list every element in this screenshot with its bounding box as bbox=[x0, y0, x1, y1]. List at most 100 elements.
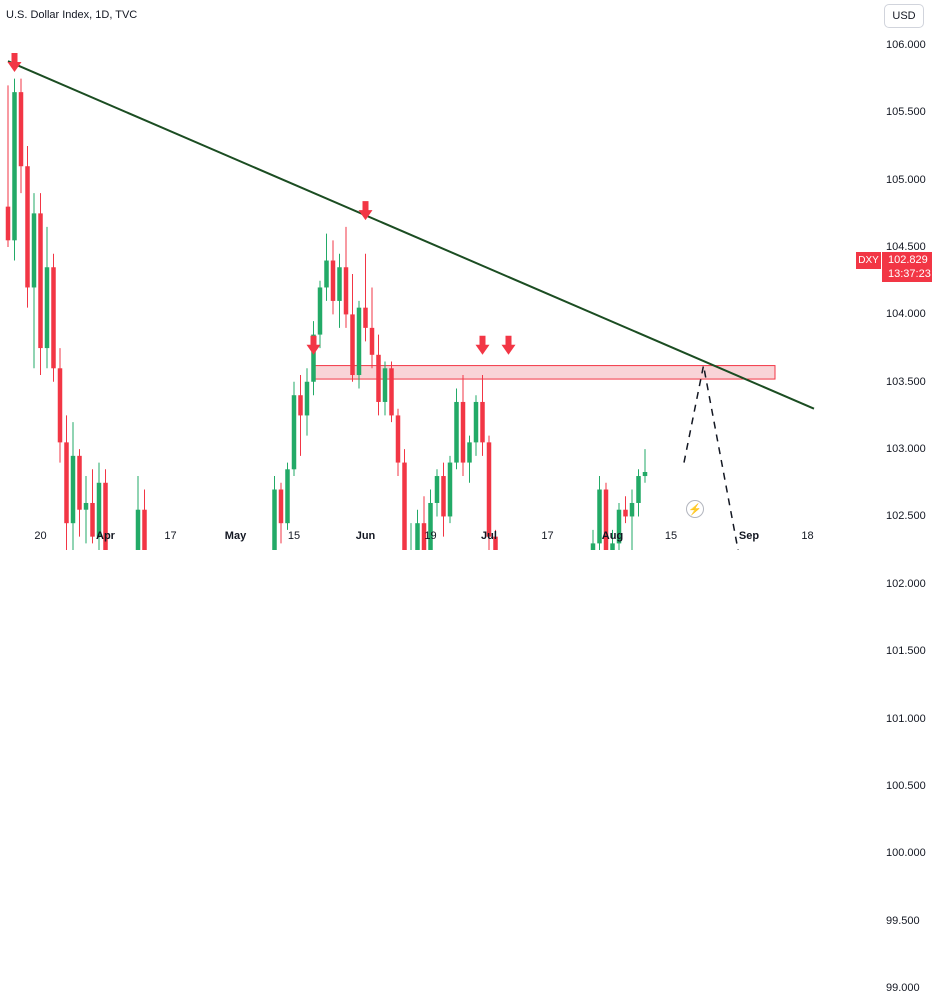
trendline bbox=[7, 60, 815, 410]
candle-body bbox=[18, 92, 24, 167]
price-tick-label: 104.000 bbox=[886, 308, 926, 321]
candle-body bbox=[83, 502, 89, 510]
candle-body bbox=[298, 395, 303, 416]
price-tick-label: 105.500 bbox=[886, 106, 926, 119]
time-tick-label: Apr bbox=[96, 530, 115, 542]
candle-body bbox=[142, 509, 147, 550]
candle-body bbox=[636, 476, 641, 503]
candle-body bbox=[38, 213, 43, 349]
candle-body bbox=[304, 381, 310, 416]
time-tick-label: 20 bbox=[34, 530, 47, 542]
price-tick-label: 101.000 bbox=[886, 712, 926, 725]
candle-body bbox=[363, 307, 368, 328]
candle-body bbox=[317, 287, 323, 335]
candle-body bbox=[278, 489, 284, 524]
price-tick-label: 103.500 bbox=[886, 375, 926, 388]
lightning-icon[interactable]: ⚡ bbox=[686, 500, 704, 518]
candle-body bbox=[493, 536, 498, 550]
candle-body bbox=[135, 509, 141, 550]
candle-body bbox=[447, 462, 453, 517]
price-tick-label: 102.000 bbox=[886, 577, 926, 590]
candle-body bbox=[428, 502, 433, 550]
candle-body bbox=[285, 469, 290, 524]
price-tick-label: 106.000 bbox=[886, 39, 926, 51]
candle-body bbox=[441, 476, 446, 517]
candle-body bbox=[343, 267, 349, 315]
current-price: 102.829 bbox=[888, 254, 928, 266]
candle-body bbox=[389, 368, 394, 416]
candle-body bbox=[77, 455, 82, 510]
candle-body bbox=[460, 401, 466, 463]
candle-body bbox=[402, 462, 407, 550]
time-tick-label: 18 bbox=[801, 530, 814, 542]
candle-body bbox=[324, 260, 329, 288]
candle-body bbox=[616, 509, 622, 544]
currency-button[interactable]: USD bbox=[884, 4, 924, 28]
candle-body bbox=[356, 307, 362, 376]
down-arrow-marker bbox=[358, 201, 373, 221]
down-arrow-marker bbox=[475, 335, 490, 355]
price-tick-label: 99.000 bbox=[886, 981, 920, 994]
candle-body bbox=[25, 166, 30, 288]
candle-body bbox=[642, 471, 648, 477]
time-tick-label: May bbox=[224, 530, 247, 542]
candle-body bbox=[70, 455, 76, 524]
time-tick-label: 17 bbox=[164, 530, 177, 542]
candle-body bbox=[629, 502, 635, 517]
time-tick-label: Sep bbox=[738, 530, 760, 542]
price-tick-label: 105.000 bbox=[886, 173, 926, 186]
candle-body bbox=[51, 267, 56, 369]
price-chart[interactable] bbox=[0, 0, 932, 550]
down-arrow-marker bbox=[7, 52, 22, 72]
candle-body bbox=[395, 415, 401, 463]
candle-body bbox=[486, 442, 492, 537]
time-tick-label: 15 bbox=[664, 530, 678, 542]
candle-body bbox=[623, 509, 628, 517]
candle-body bbox=[597, 489, 602, 544]
candle-body bbox=[103, 482, 108, 550]
price-tick-label: 99.500 bbox=[886, 914, 920, 927]
candle-body bbox=[473, 401, 479, 443]
candle-body bbox=[376, 354, 381, 402]
time-tick-label: 17 bbox=[541, 530, 554, 542]
down-arrow-marker bbox=[501, 335, 516, 355]
projection-path bbox=[683, 365, 739, 550]
candle-body bbox=[12, 92, 17, 241]
candle-body bbox=[96, 482, 102, 537]
current-price-tag: 102.829 13:37:23 bbox=[882, 252, 932, 282]
candle-body bbox=[311, 334, 316, 382]
time-tick-label: Jul bbox=[481, 530, 497, 542]
time-tick-label: 19 bbox=[424, 530, 437, 542]
candle-body bbox=[434, 476, 440, 503]
candle-body bbox=[603, 489, 609, 550]
time-tick-label: Aug bbox=[601, 530, 624, 542]
candle-body bbox=[415, 523, 420, 550]
symbol-tag: DXY bbox=[856, 252, 881, 269]
candle-body bbox=[291, 395, 297, 470]
price-tick-label: 104.500 bbox=[886, 241, 926, 254]
candle-body bbox=[454, 401, 459, 463]
bar-countdown: 13:37:23 bbox=[888, 268, 931, 280]
price-tick-label: 102.500 bbox=[886, 510, 926, 523]
candle-body bbox=[330, 260, 336, 301]
candle-body bbox=[5, 206, 11, 241]
candle-body bbox=[382, 368, 388, 402]
candle-body bbox=[467, 442, 472, 463]
candle-body bbox=[31, 213, 37, 288]
candle-body bbox=[480, 401, 485, 443]
candle-body bbox=[57, 368, 63, 443]
candle-body bbox=[590, 543, 596, 550]
candle-body bbox=[90, 502, 95, 537]
price-tick-label: 100.000 bbox=[886, 847, 926, 860]
candle-body bbox=[350, 314, 355, 376]
candle-body bbox=[64, 442, 69, 524]
candle-body bbox=[421, 523, 427, 550]
candle-body bbox=[272, 489, 277, 550]
candle-body bbox=[44, 267, 50, 349]
candle-body bbox=[369, 327, 375, 355]
chart-title: U.S. Dollar Index, 1D, TVC bbox=[6, 9, 138, 21]
price-tick-label: 100.500 bbox=[886, 779, 926, 792]
time-tick-label: 15 bbox=[287, 530, 301, 542]
candle-body bbox=[337, 267, 342, 301]
price-tick-label: 103.000 bbox=[886, 443, 926, 456]
